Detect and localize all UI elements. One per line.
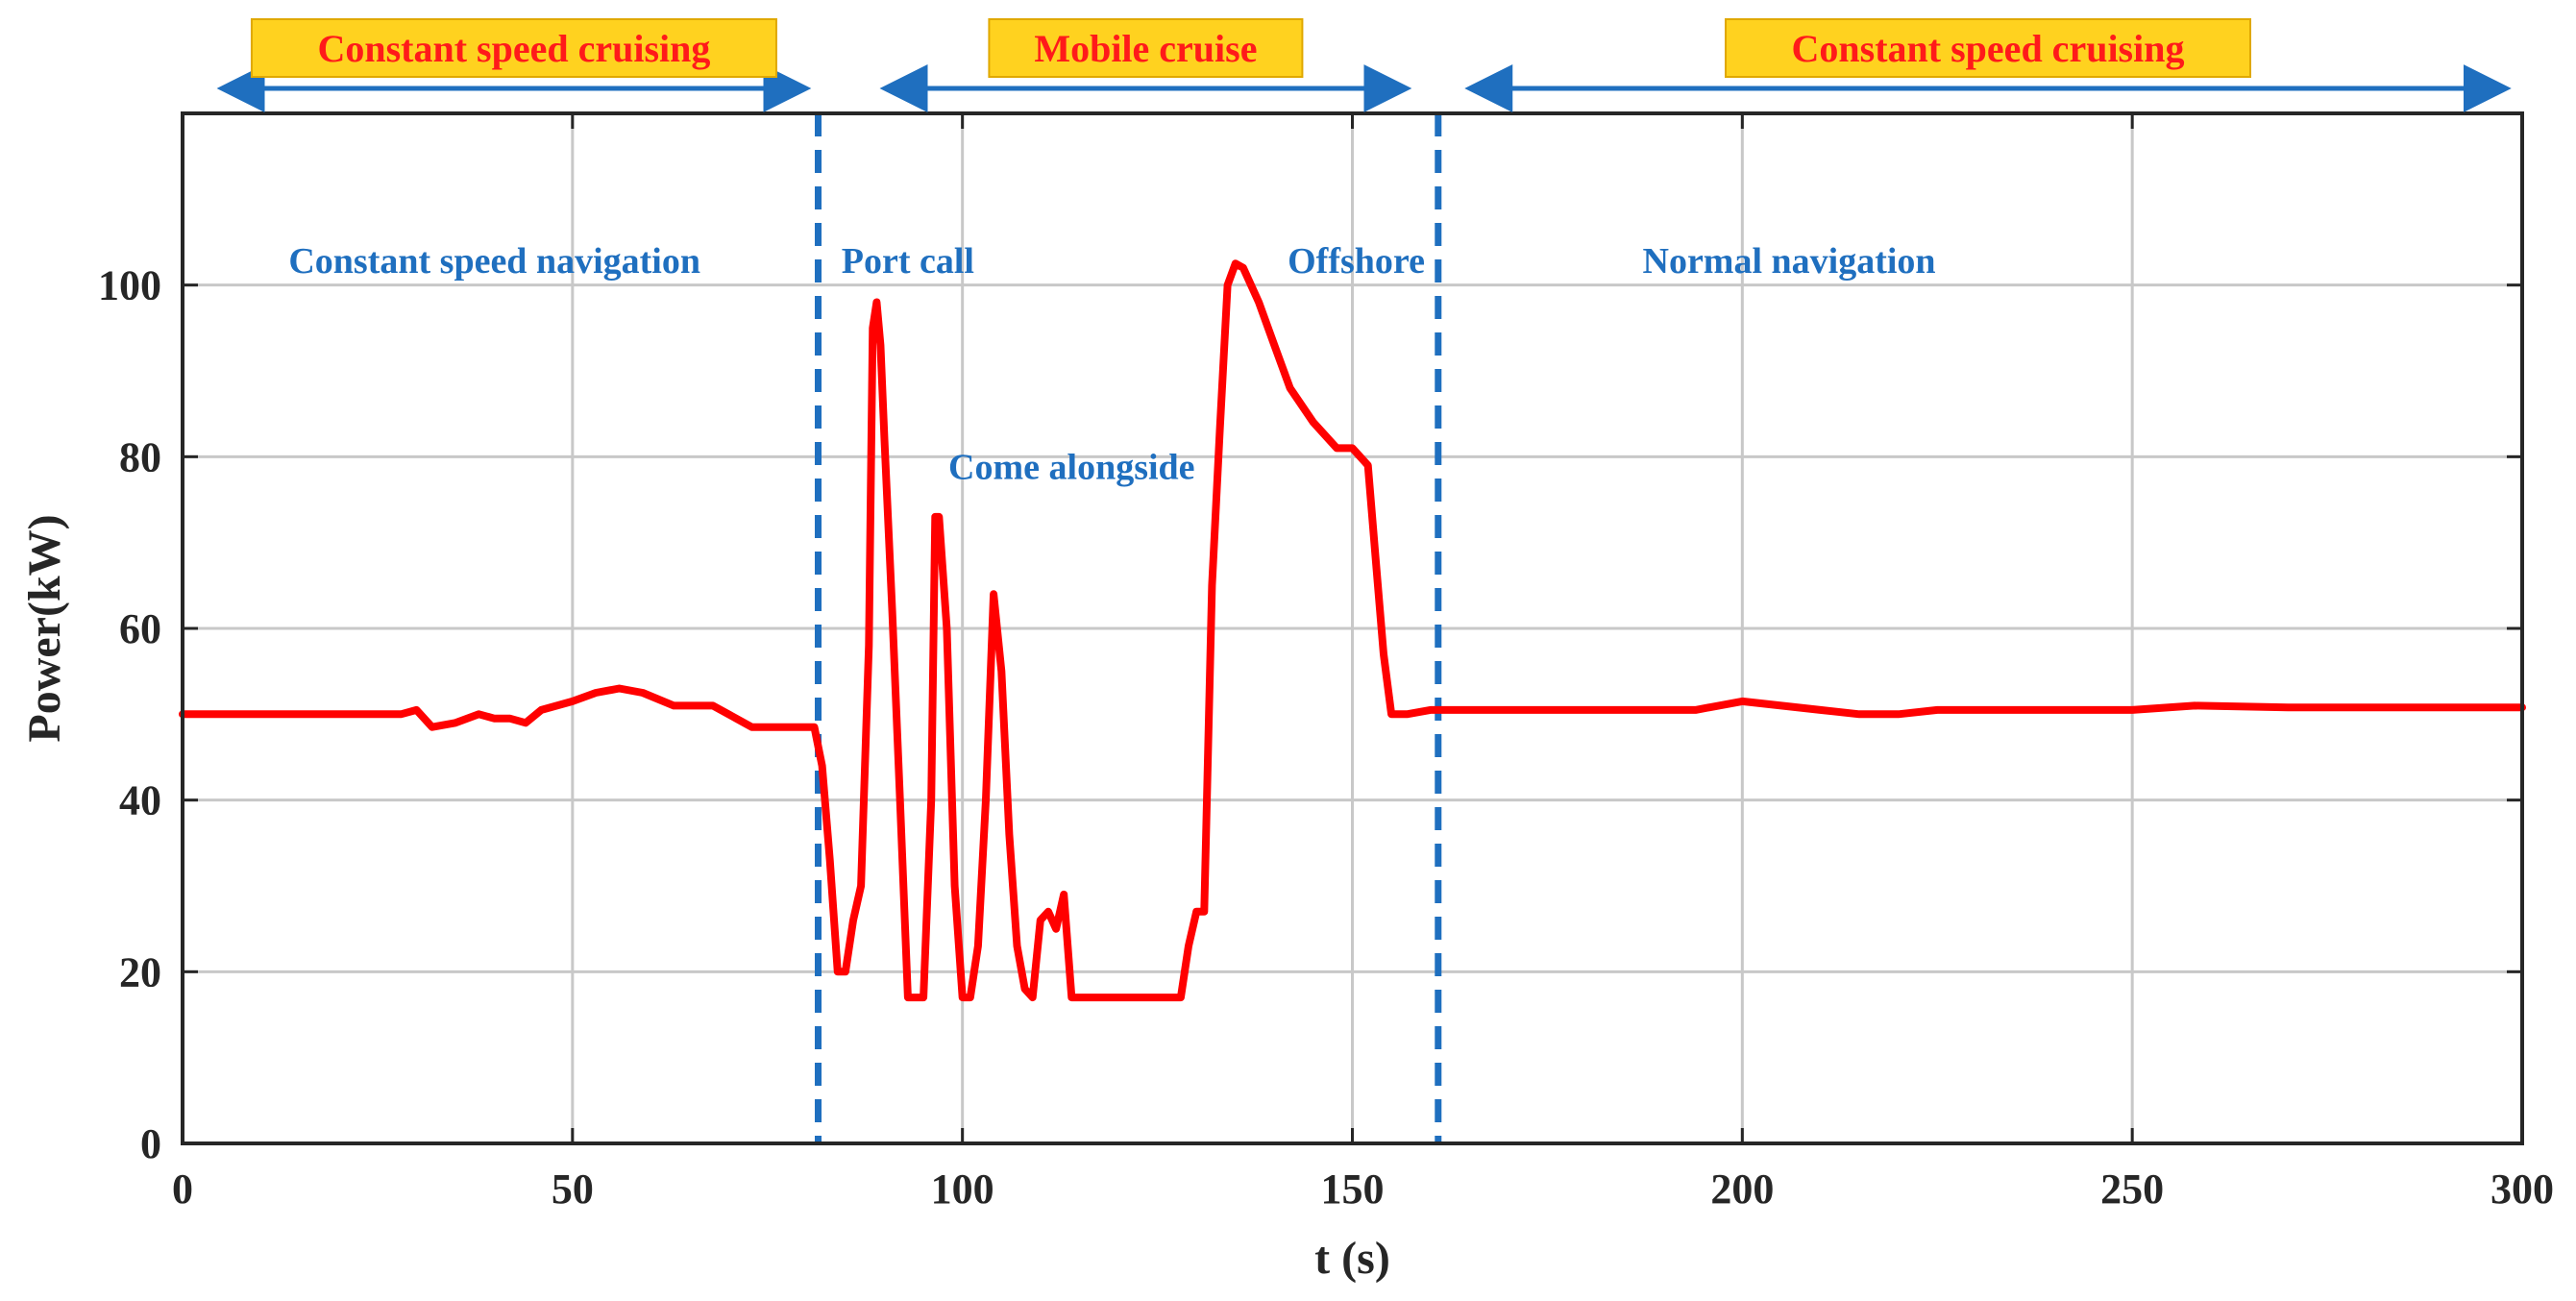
y-tick-label: 80 <box>119 433 161 480</box>
phase-label: Come alongside <box>948 447 1195 487</box>
phase-banner <box>988 18 1304 78</box>
x-tick-label: 200 <box>1710 1166 1774 1213</box>
phase-banner-label: Mobile cruise <box>1034 27 1257 70</box>
x-axis-label: t (s) <box>1314 1233 1390 1284</box>
divider-layer <box>815 113 1442 1143</box>
phase-banner-label: Constant speed cruising <box>1792 27 2185 70</box>
y-tick-label: 20 <box>119 948 161 995</box>
series-layer <box>179 259 2526 1002</box>
y-tick-label: 0 <box>140 1120 161 1167</box>
y-tick-label: 40 <box>119 777 161 824</box>
phase-label: Normal navigation <box>1643 241 1936 282</box>
phase-label: Offshore <box>1288 241 1425 282</box>
y-tick-label: 60 <box>119 605 161 652</box>
x-tick-label: 50 <box>552 1166 594 1213</box>
tick-layer: 0 50 100 150 200 250 300 0 20 40 60 80 100 <box>98 113 2554 1213</box>
x-tick-label: 150 <box>1321 1166 1385 1213</box>
phase-banner <box>250 18 777 78</box>
phase-banner-label: Constant speed cruising <box>317 27 710 70</box>
x-tick-label: 100 <box>931 1166 994 1213</box>
banner-layer: Constant speed cruising Mobile cruise Cons… <box>216 18 2512 112</box>
phase-banner <box>1725 18 2252 78</box>
y-tick-label: 100 <box>98 262 161 309</box>
y-axis-label: Power(kW) <box>19 514 70 742</box>
x-tick-label: 250 <box>2100 1166 2164 1213</box>
phase-label: Port call <box>842 241 974 282</box>
x-tick-label: 0 <box>172 1166 193 1213</box>
x-tick-label: 300 <box>2490 1166 2554 1213</box>
phase-label: Constant speed navigation <box>288 241 700 282</box>
phase-label-layer: Constant speed navigation Port call Come a… <box>288 241 1935 487</box>
power-series-line <box>179 259 2526 1002</box>
